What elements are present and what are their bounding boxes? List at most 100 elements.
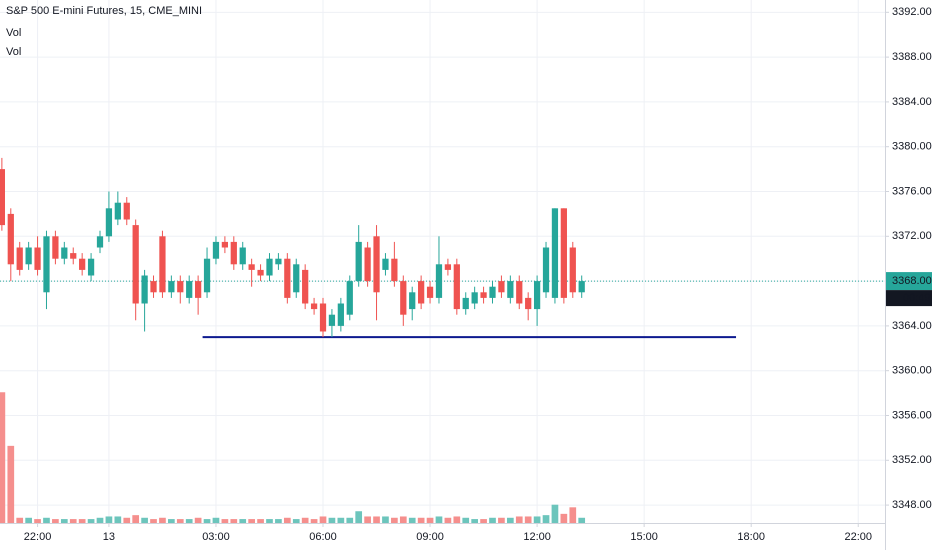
candle-body [489, 286, 496, 298]
candle-body [310, 303, 318, 310]
candle-body [453, 264, 460, 310]
volume-bar [87, 519, 95, 523]
volume-bar [319, 516, 327, 523]
volume-bar [408, 517, 416, 523]
volume-bar [266, 519, 273, 523]
volume-bar [43, 517, 50, 523]
candle-body [141, 275, 148, 304]
indicator-label: Vol [6, 46, 21, 58]
candle-body [212, 241, 220, 259]
volume-bar [364, 516, 371, 523]
candle-body [275, 258, 282, 265]
candle-body [400, 281, 407, 315]
last-price-label: 3368.00 [892, 275, 932, 287]
candle-body [337, 303, 344, 326]
candle-body [0, 169, 5, 226]
volume-bar [52, 519, 59, 523]
volume-bar [489, 517, 496, 523]
candle-body [248, 264, 255, 270]
volume-bar [159, 517, 166, 523]
chart-title: S&P 500 E-mini Futures, 15, CME_MINI [6, 5, 202, 17]
candle-body [114, 202, 121, 220]
x-tick-label: 18:00 [737, 531, 765, 543]
y-tick-label: 3360.00 [892, 365, 932, 377]
candle-body [578, 281, 585, 293]
volume-bar [69, 519, 77, 523]
x-tick-label: 15:00 [630, 531, 658, 543]
y-tick-label: 3372.00 [892, 230, 932, 242]
y-tick-label: 3364.00 [892, 320, 932, 332]
y-tick-label: 3356.00 [892, 409, 932, 421]
candle-body [293, 264, 300, 293]
candle-body [150, 281, 157, 293]
volume-bar [569, 507, 577, 523]
volume-bar [141, 517, 148, 523]
volume-bar [168, 519, 175, 523]
volume-bar [96, 517, 104, 523]
candle-body [319, 303, 327, 332]
candle-body [168, 281, 175, 293]
volume-bar [212, 517, 220, 523]
time-axis-bg [0, 523, 885, 550]
x-tick-label: 13 [103, 531, 115, 543]
candle-body [96, 236, 104, 248]
x-tick-label: 22:00 [844, 531, 872, 543]
candle-body [302, 269, 309, 304]
volume-bar [346, 517, 354, 523]
volume-bar [373, 516, 380, 523]
volume-bar [275, 519, 282, 523]
volume-bar [560, 513, 568, 523]
volume-bar [16, 517, 24, 523]
countdown-badge [886, 290, 932, 307]
volume-bar [114, 516, 122, 523]
volume-bar [426, 517, 434, 523]
volume-bar [524, 516, 532, 523]
volume-bar [578, 517, 586, 523]
candle-body [132, 225, 139, 304]
candle-body [569, 247, 576, 293]
last-price-badge [886, 272, 932, 291]
volume-bar [221, 519, 229, 523]
volume-bar [444, 517, 452, 523]
candle-body [516, 281, 523, 304]
volume-bar [515, 516, 523, 523]
candle-body [7, 213, 14, 265]
candle-body [542, 247, 550, 293]
candle-body [16, 247, 23, 270]
x-tick-label: 12:00 [523, 531, 551, 543]
candle-body [391, 258, 398, 282]
volume-bar [185, 519, 193, 523]
candle-body [79, 258, 86, 270]
y-tick-label: 3388.00 [892, 51, 932, 63]
volume-bar [337, 517, 345, 523]
volume-bar [230, 519, 238, 523]
volume-bar [123, 517, 131, 523]
candle-body [123, 202, 130, 220]
candle-body [364, 247, 371, 282]
volume-bar [301, 517, 309, 523]
candle-body [426, 286, 434, 298]
volume-bar [310, 519, 318, 523]
candle-body [159, 236, 166, 293]
candle-body [239, 247, 246, 265]
candle-body [61, 247, 68, 259]
volume-bar [257, 519, 264, 523]
volume-bar [78, 519, 86, 523]
candle-body [328, 314, 336, 326]
x-tick-label: 06:00 [309, 531, 337, 543]
candle-body [382, 258, 389, 270]
volume-bar [194, 517, 202, 523]
x-tick-label: 09:00 [416, 531, 444, 543]
candle-body [355, 241, 362, 282]
candle-body [34, 247, 41, 270]
candle-body [257, 269, 264, 276]
volume-bar [462, 517, 470, 523]
volume-bar [34, 519, 41, 523]
y-tick-label: 3392.00 [892, 6, 932, 18]
volume-bar [498, 517, 505, 523]
volume-bar [132, 515, 140, 523]
candle-body [105, 208, 113, 237]
x-tick-label: 03:00 [202, 531, 230, 543]
